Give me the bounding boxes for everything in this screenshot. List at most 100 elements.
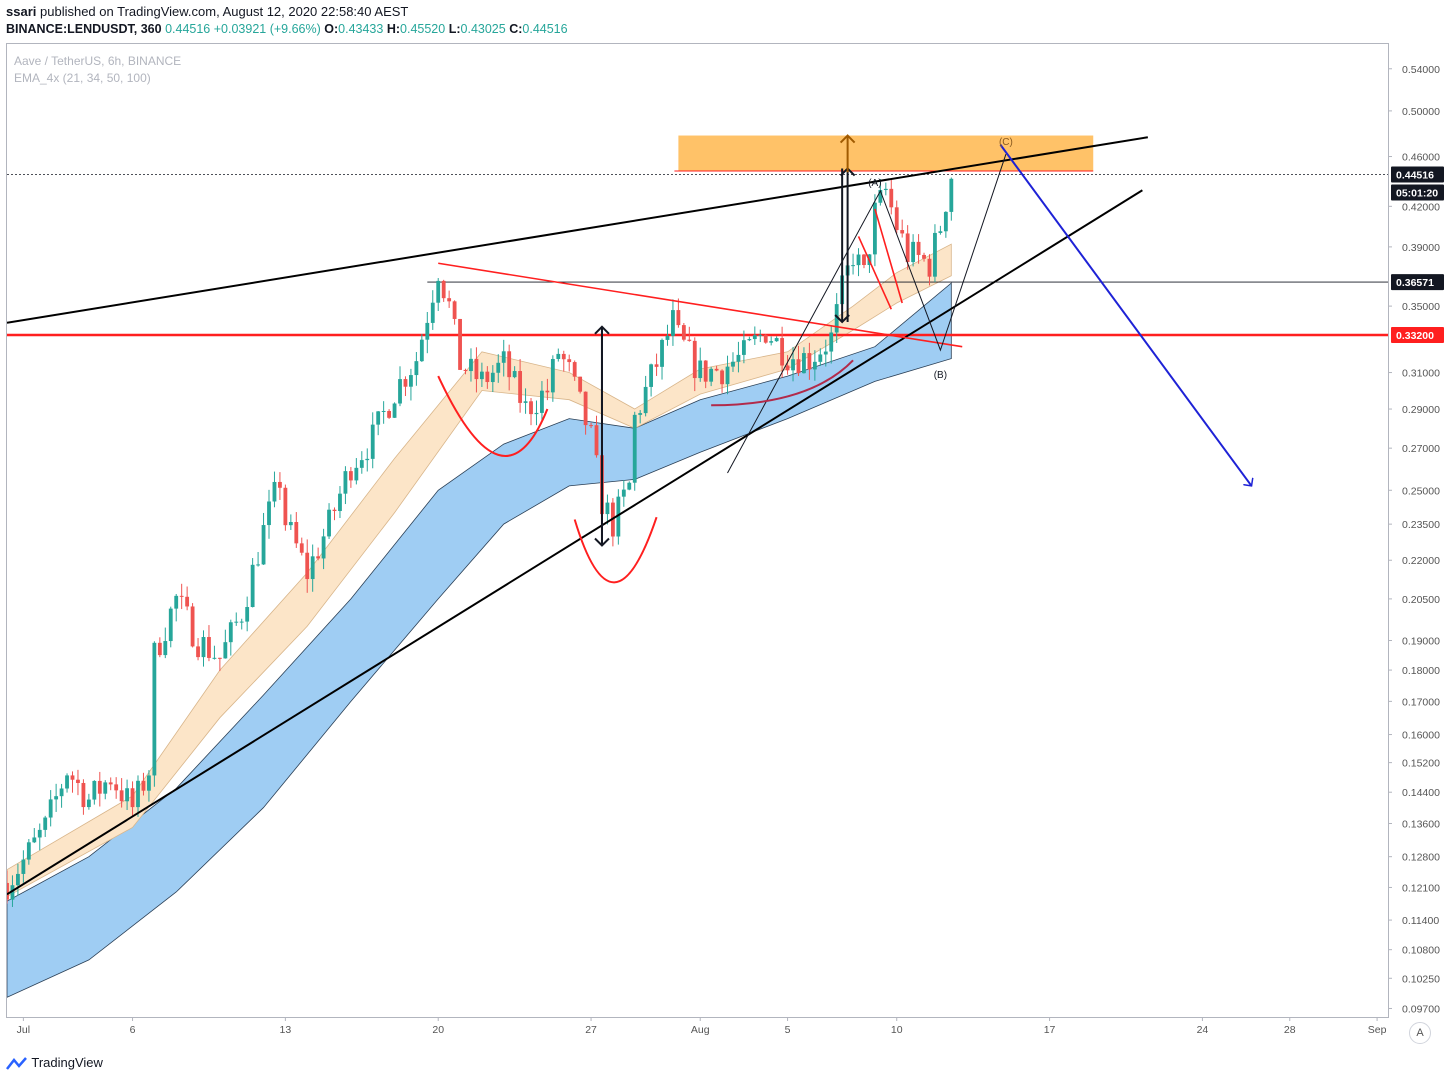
candle-body [261, 525, 266, 565]
candle [359, 451, 364, 474]
measure-up-arrow [594, 325, 610, 546]
candle [933, 224, 937, 283]
candle [278, 472, 282, 500]
ema-slow-band [7, 282, 952, 998]
candle-body [676, 310, 681, 326]
candle [485, 366, 490, 389]
y-tick-label: 0.39000 [1402, 242, 1440, 254]
candle-body [474, 358, 479, 380]
candle-body [376, 411, 381, 425]
candle [616, 489, 621, 545]
low-label: L: [448, 22, 461, 36]
candle [862, 253, 866, 269]
candle [545, 378, 550, 401]
candle [48, 790, 53, 827]
y-tick-label: 0.16000 [1402, 730, 1440, 742]
candle [469, 348, 473, 382]
candle [217, 657, 222, 672]
y-tick-label: 0.10800 [1402, 945, 1440, 957]
price-change: +0.03921 (+9.66%) [213, 22, 321, 36]
candle [785, 355, 790, 375]
candle-body [119, 790, 124, 802]
candle-body [856, 254, 861, 266]
candle [305, 539, 310, 593]
candle-body [529, 401, 533, 415]
candle-body [65, 775, 69, 789]
candle-body [163, 641, 168, 656]
candle-body [256, 564, 261, 566]
candle-body [338, 493, 342, 512]
candle-body [878, 190, 883, 203]
candle [207, 625, 211, 662]
candle-body [43, 817, 48, 830]
candle [250, 558, 255, 608]
candle-body [594, 425, 599, 456]
candle [501, 339, 506, 377]
candle [398, 366, 402, 407]
price-tag-text: 0.44516 [1396, 169, 1434, 181]
candle-body [731, 361, 735, 367]
candle [338, 486, 342, 518]
candle [894, 200, 899, 234]
x-tick-label: Sep [1368, 1024, 1387, 1036]
autoscale-button[interactable]: A [1409, 1022, 1431, 1044]
y-tick-label: 0.18000 [1402, 665, 1440, 677]
candle-body [54, 796, 59, 800]
candle-body [671, 310, 675, 336]
candle-body [130, 788, 135, 808]
candle [943, 211, 948, 238]
candle-body [752, 335, 757, 340]
candle [900, 219, 905, 238]
ema-fast-band [7, 243, 952, 898]
candle-body [643, 386, 648, 414]
candle-body [234, 621, 239, 623]
candle [256, 552, 261, 567]
candle [108, 777, 113, 791]
candle [76, 769, 80, 796]
candle [649, 363, 654, 397]
candle [152, 641, 157, 787]
candle-body [583, 391, 588, 426]
flag-line-upper [874, 208, 903, 304]
candle [479, 362, 484, 387]
candle [37, 823, 42, 851]
price-tag-bg [1391, 184, 1444, 201]
candle-body [823, 351, 828, 355]
candle [671, 299, 675, 346]
candle [125, 779, 129, 811]
candle-body [512, 371, 517, 378]
candle-body [26, 842, 31, 860]
candle-body [447, 298, 452, 302]
candle [114, 777, 119, 799]
candle-body [802, 353, 806, 374]
candle [758, 329, 763, 343]
x-tick-label: 10 [891, 1024, 903, 1036]
high-value: 0.45520 [400, 22, 446, 36]
candle [7, 870, 9, 904]
candle-body [687, 339, 692, 341]
candle [436, 278, 441, 312]
candle [714, 365, 719, 372]
candle-body [70, 775, 75, 780]
candle-body [381, 410, 386, 412]
candle [741, 330, 746, 364]
candle [239, 618, 244, 630]
wave-label: (A) [868, 178, 881, 189]
resistance-zone [678, 135, 1094, 171]
candle-body [872, 202, 877, 255]
candle-body [905, 233, 910, 263]
x-tick-label: Jul [17, 1024, 30, 1036]
candle [54, 783, 59, 812]
y-tick-label: 0.54000 [1402, 64, 1440, 76]
candle-body [681, 325, 686, 340]
open-label: O: [324, 22, 339, 36]
candle-body [883, 188, 888, 191]
close-label: C: [509, 22, 523, 36]
candle [261, 512, 266, 565]
candle-body [900, 230, 905, 234]
candle-body [147, 775, 151, 791]
candle [65, 773, 69, 793]
lower-trendline [7, 189, 1143, 896]
candle [889, 178, 894, 215]
